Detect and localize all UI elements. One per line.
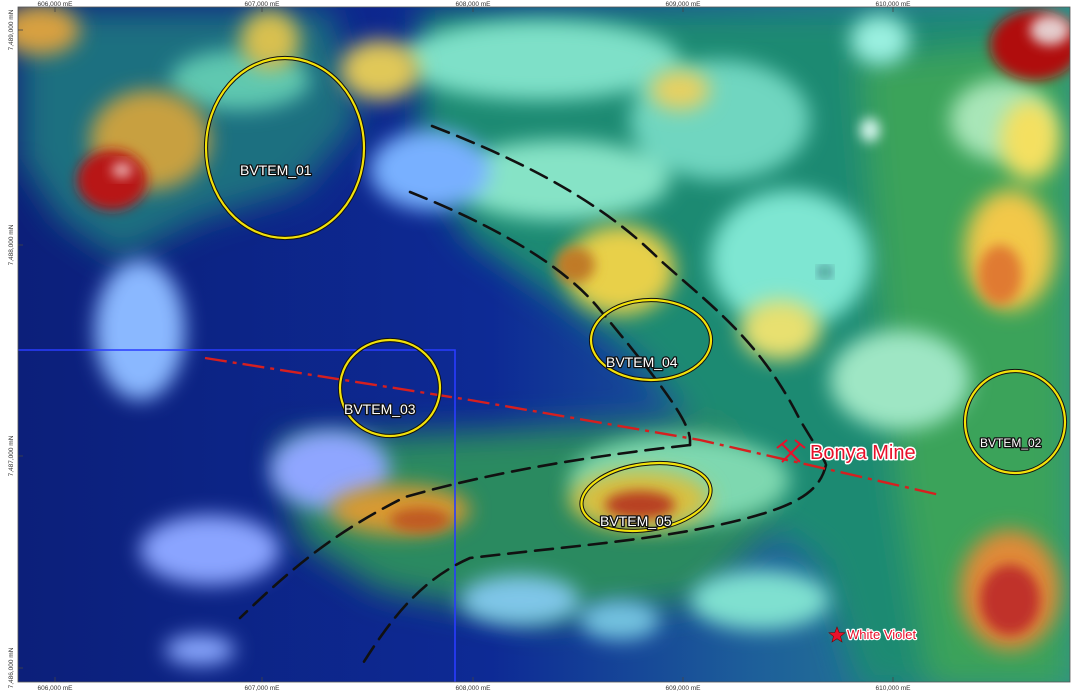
prospect-label: White Violet: [847, 627, 917, 642]
easting-label-top: 608,000 mE: [455, 1, 491, 8]
star-icon: [828, 626, 846, 643]
grid-ticks: [18, 7, 894, 682]
mine-label: Bonya Mine: [810, 442, 916, 464]
map-neatline: [17, 6, 1071, 683]
easting-label-top: 606,000 mE: [37, 1, 73, 8]
structure-line-1: [430, 124, 828, 467]
anomaly-label-bvtem-02: BVTEM_02: [980, 436, 1042, 450]
easting-label-top: 610,000 mE: [875, 1, 911, 8]
raster-layer: [18, 7, 1070, 682]
northing-label: 7,487,000 mN: [8, 435, 15, 476]
anomaly-outlines: [203, 55, 1068, 534]
anomaly-label-bvtem-04: BVTEM_04: [606, 354, 678, 370]
anomaly-label-bvtem-05: BVTEM_05: [600, 513, 672, 529]
anomaly-label-bvtem-01: BVTEM_01: [240, 162, 312, 178]
northing-label: 7,486,000 mN: [8, 647, 15, 688]
structure-line-3: [358, 463, 828, 670]
structure-line-2: [408, 190, 692, 447]
northing-label: 7,489,000 mN: [8, 9, 15, 50]
structure-line-4: [238, 443, 692, 620]
northing-label: 7,488,000 mN: [8, 224, 15, 265]
crossed-picks-icon: [776, 439, 806, 463]
interpreted-structures: [238, 124, 828, 670]
tenement-boundary-line: [18, 349, 456, 682]
easting-label-bottom: 608,000 mE: [455, 685, 491, 692]
easting-label-bottom: 606,000 mE: [37, 685, 73, 692]
easting-label-top: 609,000 mE: [665, 1, 701, 8]
section-line: [204, 356, 941, 497]
easting-label-bottom: 610,000 mE: [875, 685, 911, 692]
anomaly-label-bvtem-03: BVTEM_03: [344, 401, 416, 417]
easting-label-top: 607,000 mE: [244, 1, 280, 8]
easting-label-bottom: 607,000 mE: [244, 685, 280, 692]
easting-label-bottom: 609,000 mE: [665, 685, 701, 692]
